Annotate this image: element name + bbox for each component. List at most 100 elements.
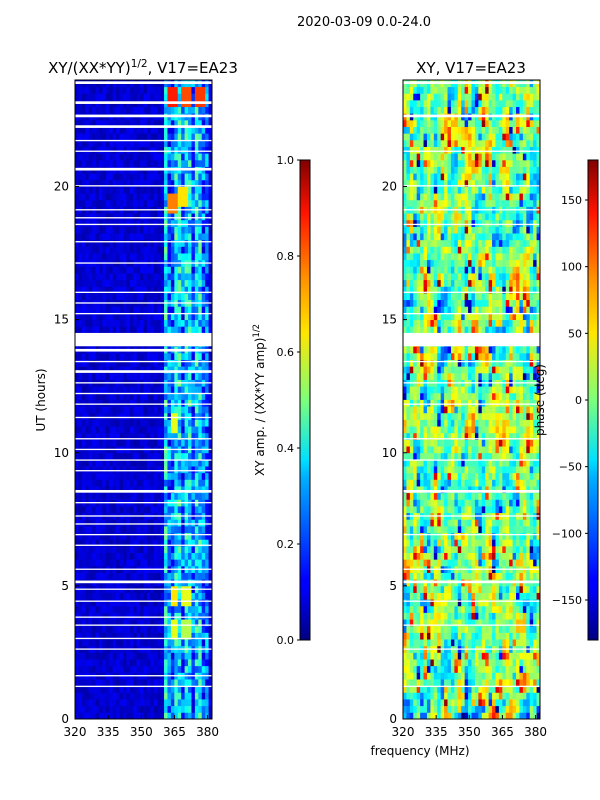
heat-cell <box>191 472 196 480</box>
heat-cell <box>102 146 107 154</box>
heat-cell <box>95 326 100 334</box>
heat-cell <box>78 592 83 600</box>
heat-cell <box>150 459 155 467</box>
heat-cell <box>188 406 192 414</box>
heat-cell <box>181 599 185 607</box>
heat-cell <box>160 652 165 660</box>
heat-cell <box>88 399 93 407</box>
heat-cell <box>164 146 168 154</box>
heat-cell <box>184 592 189 600</box>
heat-cell <box>201 479 206 487</box>
heat-cell <box>526 665 531 673</box>
heat-cell <box>191 279 196 287</box>
heat-cell <box>164 712 168 720</box>
heat-cell <box>153 86 158 94</box>
heat-cell <box>194 392 199 400</box>
heat-cell <box>102 652 107 660</box>
heat-cell <box>98 213 103 221</box>
heat-cell <box>95 632 100 640</box>
heat-cell <box>512 559 517 567</box>
heat-cell <box>105 559 110 567</box>
heat-cell <box>505 659 510 667</box>
heat-cell <box>208 525 213 534</box>
heat-cell <box>198 452 203 460</box>
heat-cell <box>160 712 165 720</box>
heat-cell <box>205 426 209 434</box>
heat-cell <box>447 559 452 567</box>
heat-cell <box>126 419 131 427</box>
heat-cell <box>492 619 496 627</box>
heat-cell <box>164 153 168 161</box>
heat-cell <box>437 545 442 553</box>
heat-cell <box>126 459 131 467</box>
heat-cell <box>98 652 103 660</box>
heat-cell <box>184 139 189 147</box>
heat-cell <box>474 612 479 620</box>
heat-cell <box>146 419 151 427</box>
heat-cell <box>116 552 120 560</box>
heat-cell <box>136 266 141 274</box>
heat-cell <box>153 286 158 294</box>
heat-cell <box>85 366 90 374</box>
heat-cell <box>153 266 158 274</box>
heat-cell <box>505 559 510 567</box>
heat-cell <box>505 665 510 673</box>
heat-cell <box>98 399 103 407</box>
heat-cell <box>536 619 541 627</box>
heat-cell <box>208 86 213 94</box>
heat-cell <box>143 219 148 227</box>
heat-cell <box>201 612 206 620</box>
heat-cell <box>150 352 155 360</box>
heat-cell <box>136 199 141 207</box>
heat-cell <box>105 286 110 294</box>
heat-cell <box>177 372 182 380</box>
heat-cell <box>536 625 541 633</box>
heat-cell <box>102 372 107 380</box>
heat-cell <box>140 86 144 94</box>
heat-cell <box>201 133 206 141</box>
heat-cell <box>95 699 100 707</box>
data-gap <box>75 523 212 525</box>
heat-cell <box>160 519 165 527</box>
heat-cell <box>509 665 513 673</box>
heat-cell <box>181 459 185 467</box>
heat-cell <box>167 266 172 274</box>
heat-cell <box>78 199 83 207</box>
heat-cell <box>126 392 131 400</box>
heat-cell <box>150 426 155 434</box>
heat-cell <box>153 612 158 620</box>
heat-cell <box>437 605 442 613</box>
heat-cell <box>81 685 86 693</box>
heat-cell <box>143 705 148 713</box>
heat-cell <box>170 199 175 207</box>
heat-cell <box>495 619 500 627</box>
heat-cell <box>150 146 155 154</box>
heat-cell <box>129 399 134 407</box>
heat-cell <box>492 692 496 700</box>
heat-cell <box>92 559 96 567</box>
heat-cell <box>95 372 100 380</box>
heat-cell <box>153 625 158 633</box>
heat-cell <box>146 459 151 467</box>
heat-cell <box>92 619 96 627</box>
heat-cell <box>102 93 107 101</box>
heat-cell <box>519 612 524 620</box>
heat-cell <box>140 619 144 627</box>
heat-cell <box>177 312 182 321</box>
heat-cell <box>136 226 141 234</box>
heat-cell <box>119 126 124 134</box>
heat-cell <box>457 659 462 667</box>
heat-cell <box>122 525 127 534</box>
heat-cell <box>126 366 131 374</box>
heat-cell <box>181 552 185 560</box>
data-gap <box>75 470 212 472</box>
heat-cell <box>109 266 114 274</box>
heat-cell <box>167 146 172 154</box>
heat-cell <box>105 612 110 620</box>
heat-cell <box>502 692 507 700</box>
heat-cell <box>201 253 206 261</box>
heat-cell <box>413 652 418 660</box>
heat-cell <box>146 352 151 360</box>
heat-cell <box>81 525 86 534</box>
heat-cell <box>143 86 148 94</box>
